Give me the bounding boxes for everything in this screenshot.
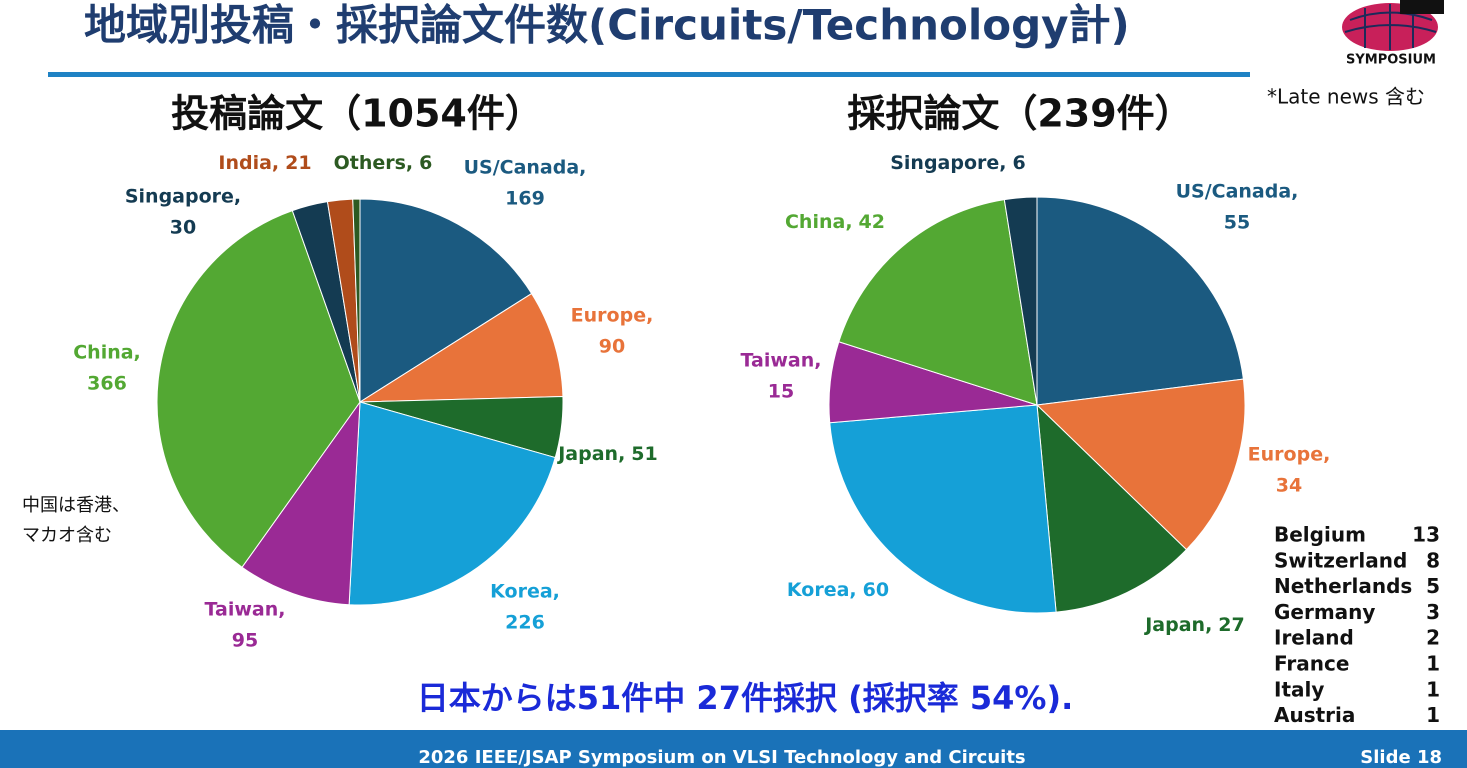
pie-slice	[348, 401, 556, 606]
table-cell: 1	[1426, 652, 1440, 676]
pie-slice	[829, 404, 1057, 614]
table-cell: Austria	[1274, 703, 1355, 727]
table-cell: 8	[1426, 548, 1440, 572]
value-label: 90	[599, 336, 625, 358]
value-label: 60	[863, 579, 889, 601]
category-label: Singapore,	[890, 152, 1006, 174]
value-label: 21	[285, 152, 311, 174]
value-label: 6	[419, 152, 432, 174]
value-label: 51	[631, 443, 657, 465]
footer: 2026 IEEE/JSAP Symposium on VLSI Technol…	[418, 747, 1025, 768]
table-cell: 3	[1426, 600, 1440, 624]
data-label: Japan, 51	[556, 443, 658, 465]
table-cell: Switzerland	[1274, 548, 1407, 572]
data-label: Others, 6	[334, 152, 433, 174]
pie-slice	[838, 199, 1038, 406]
note: マカオ含む	[22, 525, 112, 546]
table-cell: 1	[1426, 703, 1440, 727]
table-cell: 2	[1426, 626, 1440, 650]
category-label: Korea,	[490, 581, 560, 603]
pie-slice	[1036, 403, 1188, 613]
value-label: 42	[859, 211, 885, 233]
slide-number: Slide 18	[1360, 747, 1442, 768]
pie-slice	[241, 400, 361, 606]
category-label: Taiwan,	[205, 599, 286, 621]
pie-slice	[1036, 196, 1244, 406]
pie-slice	[358, 292, 564, 403]
table-cell: France	[1274, 652, 1349, 676]
category-label: US/Canada,	[464, 157, 587, 179]
table-cell: Ireland	[1274, 626, 1354, 650]
table-cell: 5	[1426, 574, 1440, 598]
data-label: Singapore, 6	[890, 152, 1026, 174]
logo: SYMPOSIUM	[1342, 0, 1444, 68]
note: 中国は香港、	[22, 495, 130, 516]
value-label: 30	[170, 217, 196, 239]
category-label: Korea,	[787, 579, 857, 601]
value-label: 55	[1224, 212, 1250, 234]
pie-slice	[1035, 378, 1246, 551]
summary: 日本からは51件中 27件採択 (採択率 54%).	[417, 679, 1074, 717]
note: *Late news 含む	[1267, 85, 1425, 109]
category-label: India,	[218, 152, 279, 174]
logo-text: SYMPOSIUM	[1346, 53, 1436, 68]
pie-slice	[359, 198, 533, 403]
value-label: 6	[1013, 152, 1026, 174]
pie-slice	[156, 209, 361, 568]
table-cell: 1	[1426, 677, 1440, 701]
category-label: Japan,	[556, 443, 625, 465]
category-label: Taiwan,	[741, 350, 822, 372]
category-label: China,	[785, 211, 853, 233]
value-label: 169	[505, 188, 545, 210]
chart-title: 投稿論文（1054件）	[171, 92, 543, 136]
table-cell: Belgium	[1274, 523, 1366, 547]
value-label: 27	[1218, 614, 1244, 636]
category-label: Europe,	[571, 305, 654, 327]
data-label: Korea, 60	[787, 579, 889, 601]
slide-title: 地域別投稿・採択論文件数(Circuits/Technology計)	[84, 1, 1130, 50]
value-label: 15	[768, 381, 794, 403]
value-label: 226	[505, 612, 545, 634]
title-rule	[48, 72, 1250, 77]
category-label: Singapore,	[125, 186, 241, 208]
pie-slice	[352, 198, 361, 403]
table-cell: Netherlands	[1274, 574, 1412, 598]
data-label: Japan, 27	[1143, 614, 1245, 636]
table-cell: 13	[1412, 523, 1440, 547]
data-label: China, 42	[785, 211, 885, 233]
table-cell: Italy	[1274, 677, 1324, 701]
footer-bar	[0, 730, 1467, 768]
table-cell: Germany	[1274, 600, 1375, 624]
value-label: 34	[1276, 475, 1302, 497]
chart-title: 採択論文（239件）	[847, 92, 1192, 136]
value-label: 95	[232, 630, 258, 652]
category-label: Japan,	[1143, 614, 1212, 636]
category-label: Others,	[334, 152, 414, 174]
data-label: India, 21	[218, 152, 311, 174]
category-label: Europe,	[1248, 444, 1331, 466]
value-label: 366	[87, 373, 127, 395]
category-label: China,	[73, 342, 141, 364]
pie-slice	[1003, 196, 1038, 406]
category-label: US/Canada,	[1176, 181, 1299, 203]
